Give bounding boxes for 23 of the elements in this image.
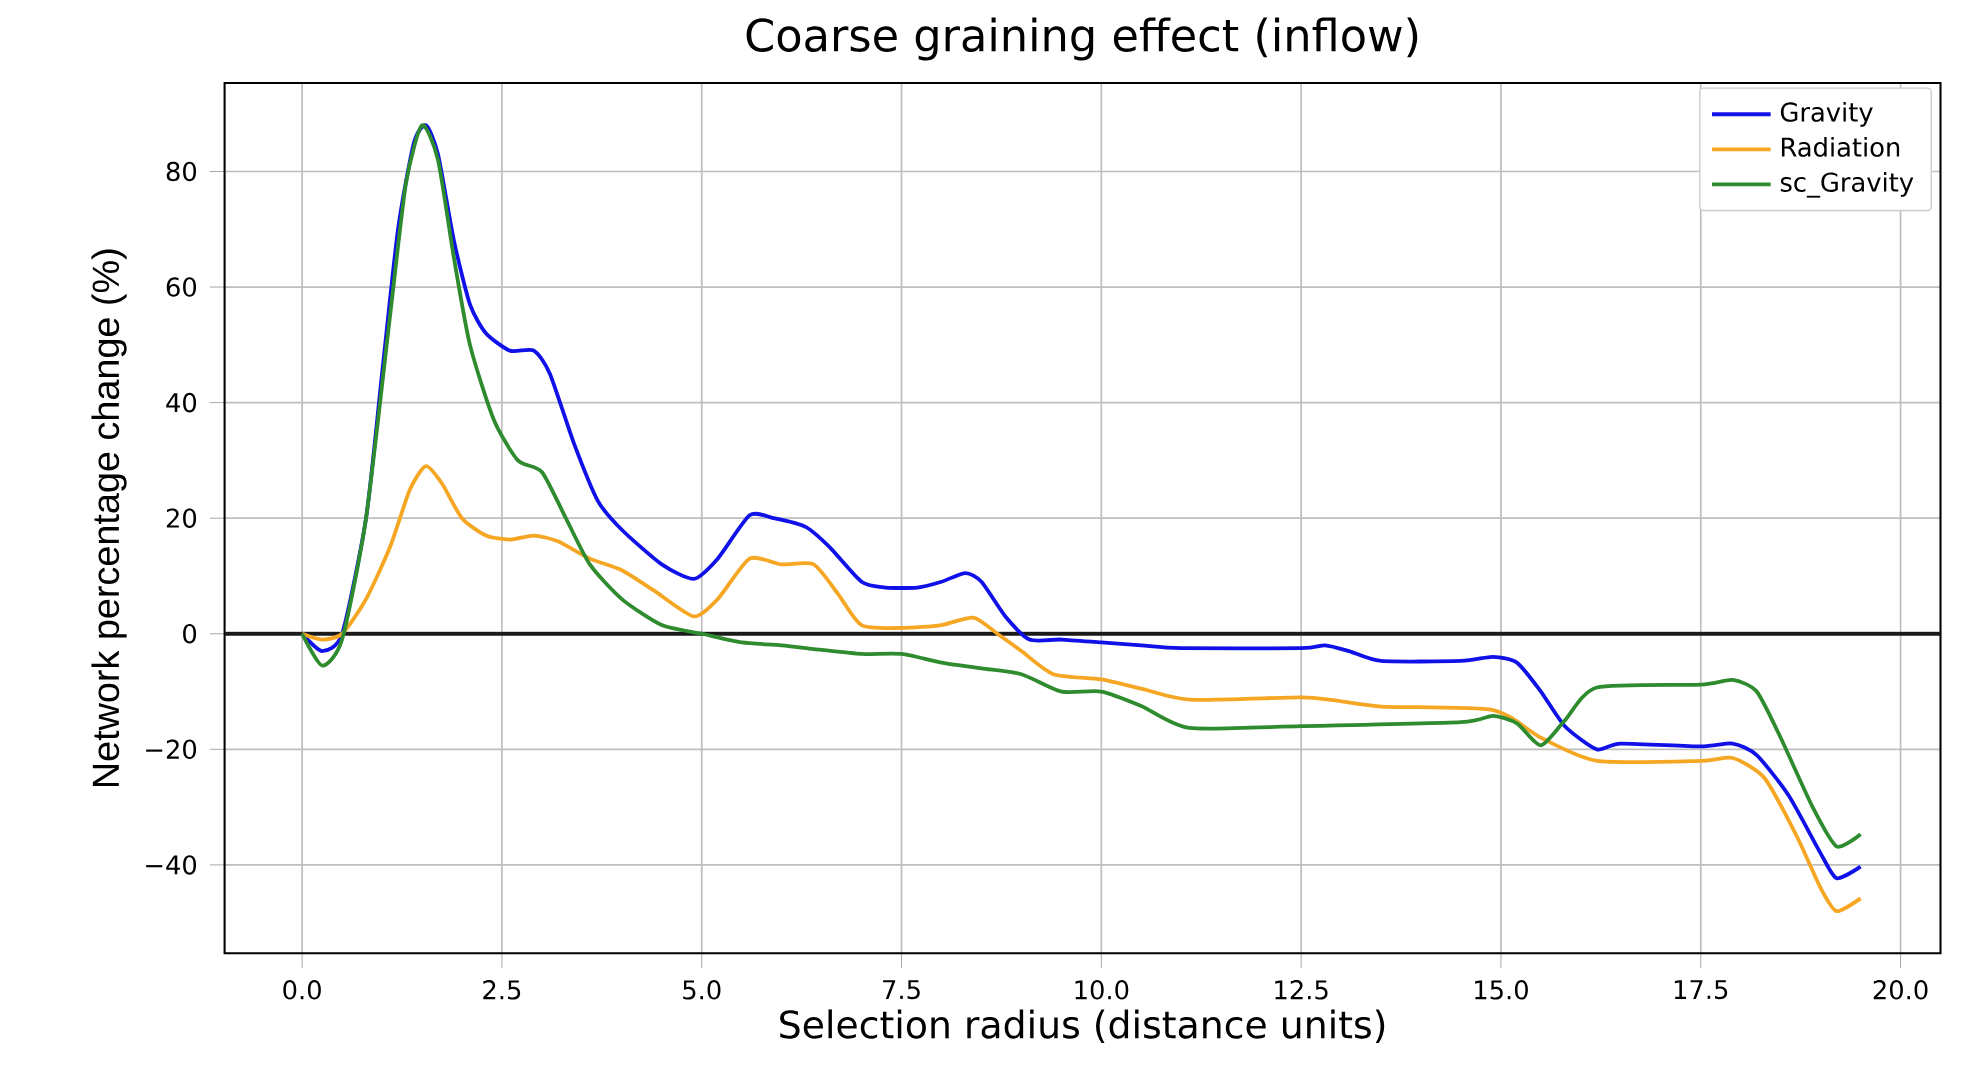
- line-series: [300, 464, 1863, 914]
- legend-label: Gravity: [1780, 102, 1873, 127]
- x-tick-label: 15.0: [1475, 980, 1528, 1000]
- y-tick-label: −20: [146, 739, 197, 760]
- y-axis-title: Network percentage change (%): [91, 249, 127, 787]
- y-tick-label: 60: [166, 277, 197, 297]
- x-tick-label: 17.5: [1674, 980, 1728, 1000]
- y-tick-label: 0: [183, 624, 197, 644]
- y-tick-label: −40: [146, 855, 197, 875]
- x-axis-title: Selection radius (distance units): [780, 1009, 1385, 1044]
- x-tick-label: 10.0: [1075, 980, 1129, 1000]
- y-tick-label: 20: [166, 508, 197, 529]
- x-tick-label: 7.5: [883, 980, 920, 1000]
- x-tick-label: 2.5: [483, 980, 521, 1000]
- x-tick-label: 0.0: [283, 980, 321, 1000]
- legend-label: sc_Gravity: [1780, 172, 1914, 198]
- x-tick-label: 5.0: [683, 980, 721, 1000]
- legend-label: Radiation: [1781, 137, 1900, 157]
- y-tick-label: 40: [166, 393, 197, 413]
- y-tick-label: 80: [166, 161, 197, 182]
- chart-title: Coarse graining effect (inflow): [746, 17, 1418, 61]
- x-tick-label: 12.5: [1275, 980, 1328, 1000]
- x-tick-label: 20.0: [1873, 980, 1928, 1000]
